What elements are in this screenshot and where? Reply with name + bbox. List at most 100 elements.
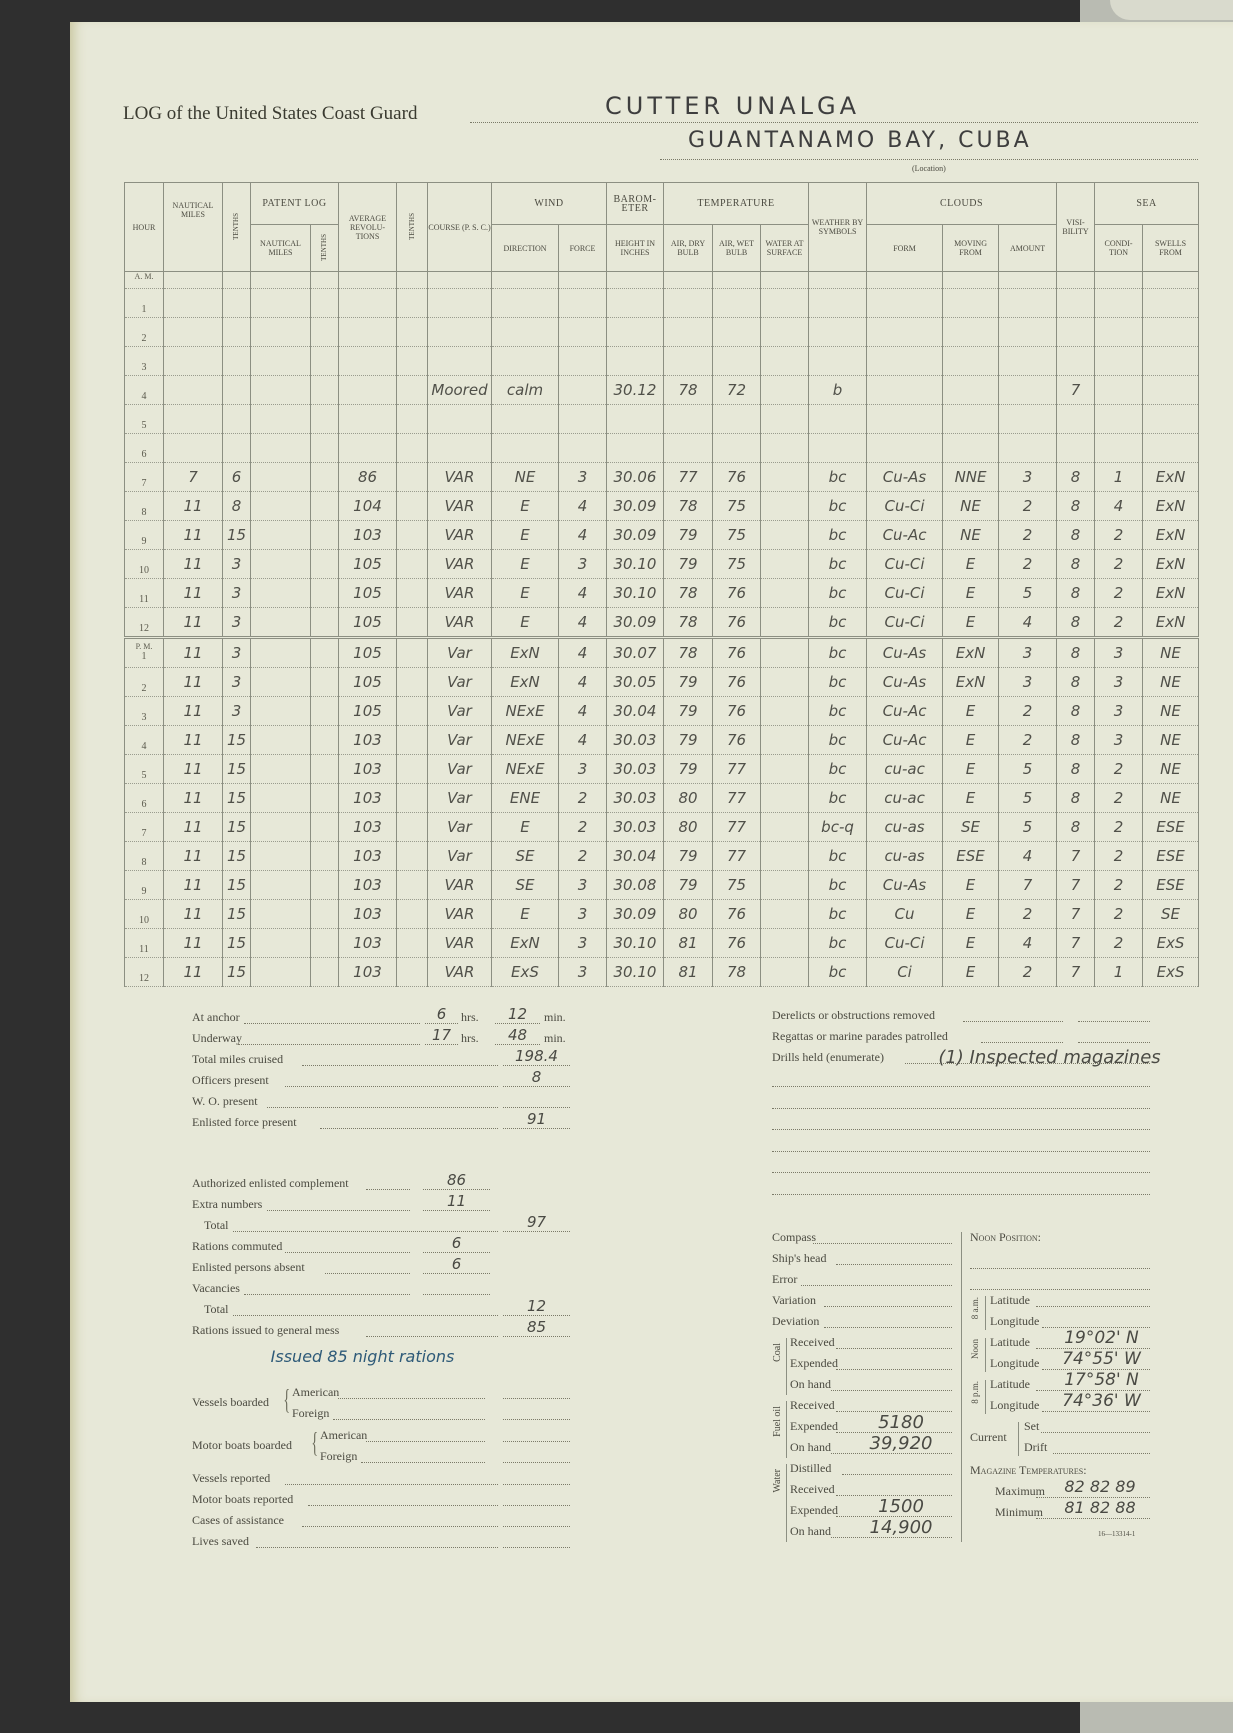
- log-cell: 15: [222, 754, 251, 784]
- log-cell: ExS: [1142, 957, 1200, 987]
- log-cell: Cu-As: [866, 636, 944, 668]
- location-line: [660, 159, 1198, 160]
- log-cell: bc: [808, 491, 868, 521]
- at-anchor-hrs[interactable]: 6: [436, 1005, 447, 1023]
- summary-value-1[interactable]: 8: [531, 1068, 542, 1086]
- complement-value-4[interactable]: 6: [451, 1255, 462, 1273]
- magazine-maximum-value[interactable]: 82 82 89: [1064, 1477, 1136, 1496]
- log-cell: [396, 520, 428, 550]
- magazine-minimum-label: Minimum: [995, 1505, 1044, 1519]
- fuel-oil-on_hand-value[interactable]: 39,920: [869, 1433, 933, 1454]
- log-cell: [310, 607, 339, 638]
- log-cell: 4: [558, 578, 607, 608]
- log-cell: [712, 271, 761, 289]
- log-cell: [396, 404, 428, 434]
- log-cell: [998, 317, 1058, 347]
- rations-note[interactable]: Issued 85 night rations: [270, 1347, 455, 1366]
- log-cell: [712, 317, 761, 347]
- log-cell: Cu-Ci: [866, 491, 944, 521]
- pm8-latitude-label: Latitude: [990, 1377, 1030, 1391]
- log-cell: [338, 433, 397, 463]
- location: GUANTANAMO BAY, CUBA: [688, 128, 1032, 153]
- noon-longitude-value[interactable]: 74°55' W: [1062, 1349, 1141, 1369]
- log-cell: 4: [558, 725, 607, 755]
- log-cell: [759, 491, 810, 521]
- log-cell: ESE: [1142, 812, 1200, 842]
- log-cell: [396, 957, 428, 987]
- log-cell: SE: [491, 870, 559, 900]
- log-cell: 15: [222, 520, 251, 550]
- log-cell: 2: [1094, 549, 1144, 579]
- log-cell: [310, 841, 339, 871]
- complement-value-2[interactable]: 97: [526, 1213, 547, 1231]
- log-cell: [1056, 288, 1096, 318]
- compass-3-label: Variation: [772, 1293, 816, 1307]
- complement-value-1[interactable]: 11: [446, 1192, 467, 1210]
- log-cell: [222, 404, 251, 434]
- dotted-line: [267, 1107, 498, 1108]
- log-cell: [163, 375, 223, 405]
- log-cell: 2: [1094, 899, 1144, 929]
- log-cell: [942, 271, 1000, 289]
- group-temperature: Temperature: [662, 182, 810, 225]
- log-cell: [998, 271, 1058, 289]
- underway-hrs[interactable]: 17: [431, 1026, 452, 1044]
- summary-value-0[interactable]: 198.4: [515, 1047, 558, 1065]
- complement-value-7[interactable]: 85: [526, 1318, 547, 1336]
- complement-value-0[interactable]: 86: [446, 1171, 467, 1189]
- log-cell: 2: [1094, 841, 1144, 871]
- log-cell: [250, 346, 311, 376]
- log-cell: NE: [1142, 667, 1200, 697]
- log-cell: [808, 288, 868, 318]
- log-cell: NExE: [491, 696, 559, 726]
- log-cell: [427, 346, 492, 376]
- log-cell: 3: [222, 549, 251, 579]
- fuel-oil-on_hand-label: On hand: [790, 1440, 831, 1454]
- fuel-oil-expended-value[interactable]: 5180: [878, 1412, 924, 1433]
- log-cell: 3: [558, 870, 607, 900]
- water-expended-value[interactable]: 1500: [878, 1496, 924, 1517]
- log-cell: [998, 404, 1058, 434]
- hour-number: 8: [141, 507, 147, 518]
- log-cell: [396, 317, 428, 347]
- log-cell: [396, 928, 428, 958]
- dotted-line: [503, 1315, 570, 1316]
- summary-value-3[interactable]: 91: [526, 1110, 547, 1128]
- complement-value-3[interactable]: 6: [451, 1234, 462, 1252]
- log-cell: [663, 433, 713, 463]
- pm8-latitude-value[interactable]: 17°58' N: [1064, 1370, 1139, 1390]
- log-cell: [759, 812, 810, 842]
- motor-boats-boarded-american-label: American: [320, 1428, 368, 1442]
- am-label-row: A. M.: [124, 271, 1200, 289]
- water-on_hand-value[interactable]: 14,900: [869, 1517, 933, 1538]
- log-cell: 30.03: [606, 783, 664, 813]
- dotted-line: [308, 1505, 498, 1506]
- at-anchor-min[interactable]: 12: [507, 1005, 528, 1023]
- log-cell: 8: [1056, 783, 1096, 813]
- log-cell: [427, 271, 492, 289]
- log-cell: 2: [998, 520, 1058, 550]
- drills-value[interactable]: (1) Inspected magazines: [938, 1047, 1161, 1068]
- complement-value-6[interactable]: 12: [526, 1297, 547, 1315]
- dotted-line: [360, 1462, 485, 1463]
- log-cell: [310, 491, 339, 521]
- log-cell: [998, 346, 1058, 376]
- dotted-line: [1041, 1432, 1150, 1433]
- noon-latitude-value[interactable]: 19°02' N: [1064, 1328, 1139, 1348]
- col-visibility: Visi-bility: [1056, 182, 1096, 272]
- log-cell: NNE: [942, 462, 1000, 492]
- log-cell: ExN: [1142, 549, 1200, 579]
- am-row-10: 10 11 3 105 VAR E 3 30.10 79 75 bc Cu-Ci E 2 8 2 ExN: [124, 549, 1200, 579]
- pm8-longitude-value[interactable]: 74°36' W: [1062, 1391, 1141, 1411]
- log-cell: 79: [663, 520, 713, 550]
- vessel-name: CUTTER UNALGA: [605, 92, 861, 120]
- log-cell: bc: [808, 578, 868, 608]
- underway-min[interactable]: 48: [507, 1026, 528, 1044]
- dotted-line: [836, 1348, 952, 1349]
- log-cell: bc: [808, 607, 868, 638]
- dotted-line: [842, 1474, 952, 1475]
- log-cell: [338, 404, 397, 434]
- compass-0-label: Compass: [772, 1230, 817, 1244]
- log-cell: Var: [427, 636, 492, 668]
- magazine-minimum-value[interactable]: 81 82 88: [1064, 1498, 1136, 1517]
